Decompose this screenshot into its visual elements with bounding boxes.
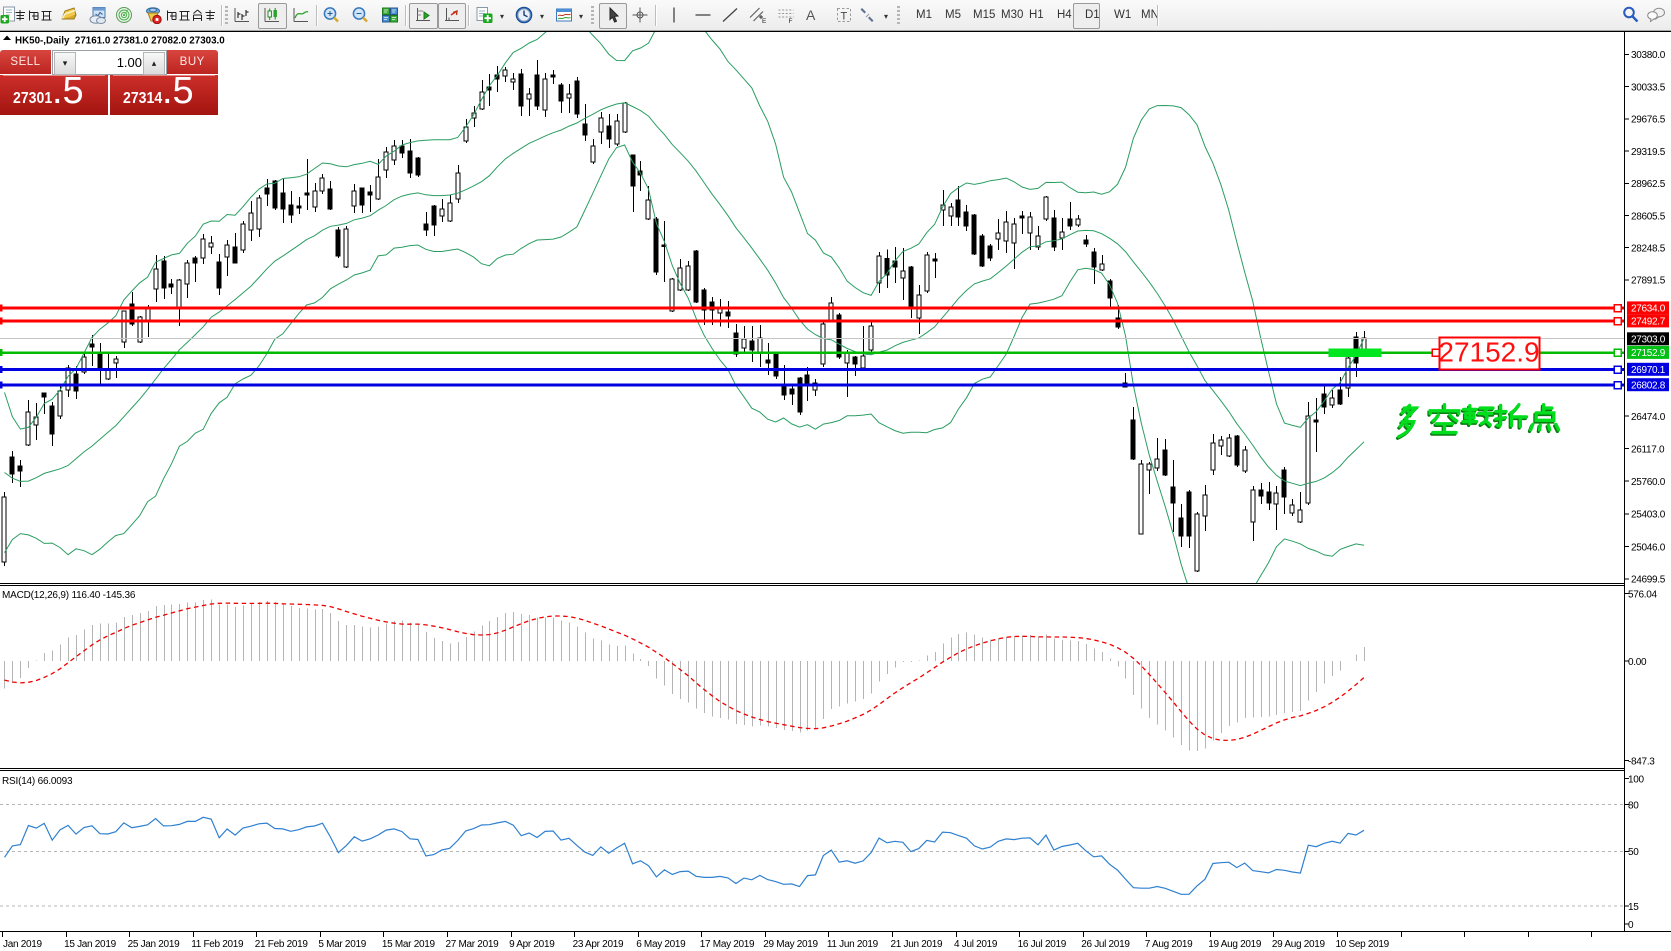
svg-text:25760.0: 25760.0 xyxy=(1631,477,1666,488)
svg-text:28248.5: 28248.5 xyxy=(1631,243,1666,254)
svg-text:25 Jan 2019: 25 Jan 2019 xyxy=(128,939,180,950)
svg-text:10 Sep 2019: 10 Sep 2019 xyxy=(1336,939,1390,950)
svg-text:-847.3: -847.3 xyxy=(1628,756,1655,767)
svg-text:11 Feb 2019: 11 Feb 2019 xyxy=(191,939,244,950)
svg-text:19 Aug 2019: 19 Aug 2019 xyxy=(1208,939,1262,950)
svg-text:21 Feb 2019: 21 Feb 2019 xyxy=(255,939,309,950)
svg-text:25046.0: 25046.0 xyxy=(1631,542,1666,553)
svg-text:27 Mar 2019: 27 Mar 2019 xyxy=(446,939,500,950)
svg-text:17 May 2019: 17 May 2019 xyxy=(700,939,755,950)
svg-text:29676.5: 29676.5 xyxy=(1631,115,1666,126)
svg-text:26 Jul 2019: 26 Jul 2019 xyxy=(1081,939,1130,950)
svg-text:30033.5: 30033.5 xyxy=(1631,82,1666,93)
svg-text:28605.5: 28605.5 xyxy=(1631,211,1666,222)
svg-text:E: E xyxy=(762,18,767,24)
svg-text:RSI(14) 66.0093: RSI(14) 66.0093 xyxy=(2,776,73,787)
svg-text:29 Aug 2019: 29 Aug 2019 xyxy=(1272,939,1326,950)
svg-text:50: 50 xyxy=(1628,847,1639,858)
svg-text:6 May 2019: 6 May 2019 xyxy=(636,939,686,950)
svg-text:100: 100 xyxy=(1628,775,1645,786)
svg-text:HK50-,Daily 27161.0 27381.0 2: HK50-,Daily 27161.0 27381.0 27082.0 2730… xyxy=(15,36,225,47)
svg-text:Jan 2019: Jan 2019 xyxy=(3,939,42,950)
svg-text:23 Apr 2019: 23 Apr 2019 xyxy=(573,939,624,950)
svg-text:0.00: 0.00 xyxy=(1628,657,1647,668)
svg-text:F: F xyxy=(789,18,793,24)
svg-text:26474.0: 26474.0 xyxy=(1631,412,1666,423)
svg-text:24699.5: 24699.5 xyxy=(1631,575,1666,586)
svg-text:27634.0: 27634.0 xyxy=(1631,304,1666,315)
svg-text:15 Jan 2019: 15 Jan 2019 xyxy=(64,939,116,950)
svg-text:27152.9: 27152.9 xyxy=(1438,337,1539,368)
svg-text:11 Jun 2019: 11 Jun 2019 xyxy=(827,939,879,950)
svg-text:5 Mar 2019: 5 Mar 2019 xyxy=(318,939,366,950)
svg-text:MACD(12,26,9) 116.40 -145.36: MACD(12,26,9) 116.40 -145.36 xyxy=(2,590,136,601)
svg-text:0: 0 xyxy=(1628,920,1634,931)
svg-text:T: T xyxy=(841,11,848,23)
svg-text:16 Jul 2019: 16 Jul 2019 xyxy=(1018,939,1067,950)
svg-text:29 May 2019: 29 May 2019 xyxy=(763,939,818,950)
svg-text:21 Jun 2019: 21 Jun 2019 xyxy=(891,939,943,950)
svg-text:576.04: 576.04 xyxy=(1628,590,1658,601)
svg-text:15: 15 xyxy=(1628,902,1639,913)
svg-text:80: 80 xyxy=(1628,800,1639,811)
svg-text:26970.1: 26970.1 xyxy=(1631,365,1666,376)
svg-text:27303.0: 27303.0 xyxy=(1631,335,1666,346)
svg-text:27152.9: 27152.9 xyxy=(1631,348,1666,359)
svg-text:27492.7: 27492.7 xyxy=(1631,317,1666,328)
svg-text:29319.5: 29319.5 xyxy=(1631,147,1666,158)
svg-text:9 Apr 2019: 9 Apr 2019 xyxy=(509,939,555,950)
svg-text:30380.0: 30380.0 xyxy=(1631,50,1666,61)
svg-text:25403.0: 25403.0 xyxy=(1631,510,1666,521)
svg-text:15 Mar 2019: 15 Mar 2019 xyxy=(382,939,436,950)
svg-text:26802.8: 26802.8 xyxy=(1631,381,1666,392)
svg-text:7 Aug 2019: 7 Aug 2019 xyxy=(1145,939,1193,950)
svg-text:28962.5: 28962.5 xyxy=(1631,179,1666,190)
svg-text:4 Jul 2019: 4 Jul 2019 xyxy=(954,939,998,950)
svg-text:26117.0: 26117.0 xyxy=(1631,444,1665,455)
svg-text:27891.5: 27891.5 xyxy=(1631,276,1666,287)
